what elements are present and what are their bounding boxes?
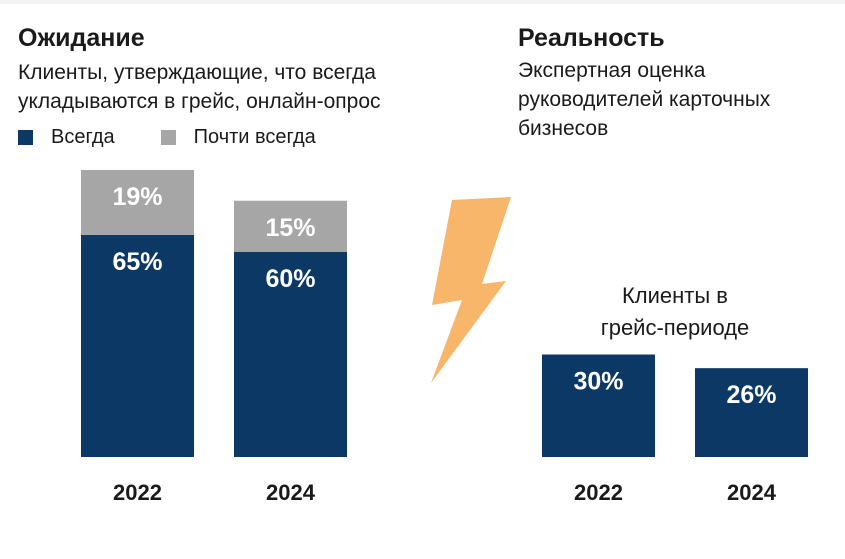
reality-subtitle-line: бизнесов	[518, 117, 609, 140]
chart-annotation-line: Клиенты в	[622, 283, 728, 308]
x-tick-label-2024: 2024	[266, 480, 316, 505]
data-label-always-2024: 60%	[265, 265, 315, 293]
chart-annotation-line: грейс-периоде	[601, 315, 750, 340]
reality-title: Реальность	[518, 24, 665, 52]
legend-label-always: Всегда	[51, 126, 115, 148]
data-label-grace-2022: 30%	[573, 368, 623, 396]
bar-segment-always-2024	[234, 252, 347, 457]
bar-segment-always-2022	[81, 234, 194, 457]
bar-grace-period-2022	[542, 354, 655, 457]
expectation-title: Ожидание	[18, 24, 145, 52]
data-label-almost-2024: 15%	[265, 214, 315, 242]
expectation-subtitle-line: Клиенты, утверждающие, что всегда	[18, 61, 376, 84]
data-label-grace-2024: 26%	[726, 381, 776, 409]
legend-label-almost: Почти всегда	[193, 126, 316, 148]
chart-legend: Всегда Почти всегда	[18, 126, 316, 149]
reality-subtitle-line: Экспертная оценка	[518, 59, 706, 82]
bar-segment-almost-2022	[81, 170, 194, 235]
expectation-subtitle-line: укладываются в грейс, онлайн-опрос	[18, 90, 381, 113]
reality-subtitle: Экспертная оценка руководителей карточны…	[518, 56, 770, 143]
data-label-almost-2022: 19%	[112, 183, 162, 211]
data-label-always-2022: 65%	[112, 248, 162, 276]
legend-item-almost: Почти всегда	[160, 126, 316, 149]
x-tick-label-right-2024: 2024	[727, 480, 777, 505]
x-tick-label-right-2022: 2022	[574, 480, 623, 505]
lightning-bolt-icon	[431, 197, 511, 383]
bar-segment-almost-2024	[234, 200, 347, 252]
bar-grace-period-2024	[695, 368, 808, 457]
expectation-subtitle: Клиенты, утверждающие, что всегда уклады…	[18, 58, 381, 116]
legend-swatch-almost	[160, 130, 176, 145]
top-divider-strip	[0, 0, 845, 4]
legend-swatch-always	[18, 130, 33, 145]
x-tick-label-2022: 2022	[113, 480, 162, 505]
legend-item-always: Всегда	[18, 126, 115, 149]
reality-subtitle-line: руководителей карточных	[518, 88, 771, 111]
